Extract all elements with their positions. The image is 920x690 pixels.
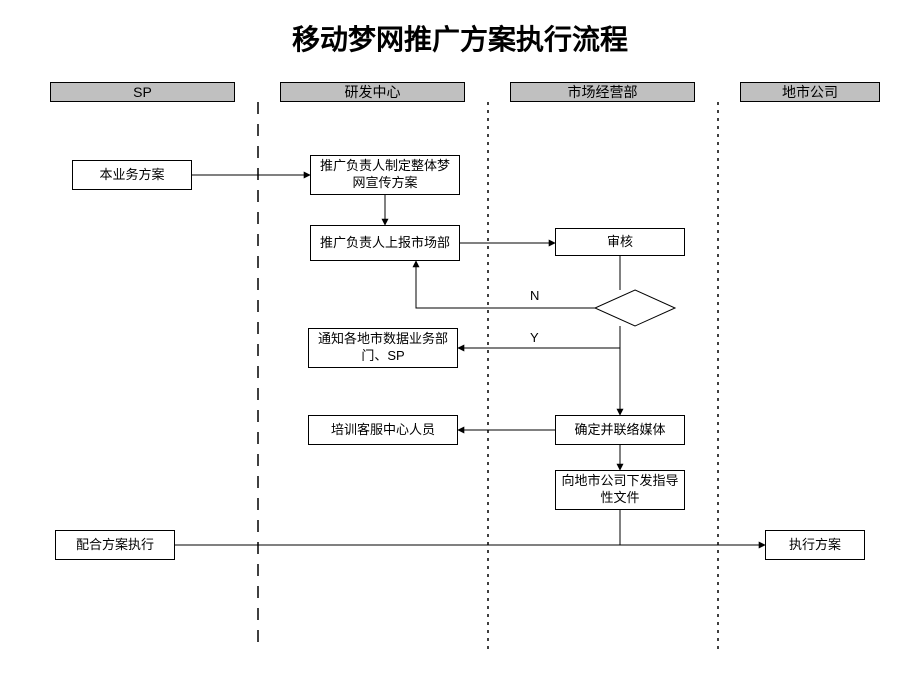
edge-label: N [530,288,539,303]
connector-layer [0,0,920,690]
node-n10: 配合方案执行 [55,530,175,560]
lane-header-city: 地市公司 [740,82,880,102]
node-n11: 执行方案 [765,530,865,560]
node-n3: 推广负责人上报市场部 [310,225,460,261]
node-n1: 本业务方案 [72,160,192,190]
node-n5: 通过 [595,290,675,326]
node-n8: 确定并联络媒体 [555,415,685,445]
lane-header-mkt: 市场经营部 [510,82,695,102]
node-n7: 培训客服中心人员 [308,415,458,445]
edge-label: Y [530,330,539,345]
node-n6: 通知各地市数据业务部门、SP [308,328,458,368]
page-title: 移动梦网推广方案执行流程 [0,18,920,58]
lane-header-sp: SP [50,82,235,102]
node-n4: 审核 [555,228,685,256]
lane-header-rd: 研发中心 [280,82,465,102]
node-n2: 推广负责人制定整体梦网宣传方案 [310,155,460,195]
node-n9: 向地市公司下发指导性文件 [555,470,685,510]
